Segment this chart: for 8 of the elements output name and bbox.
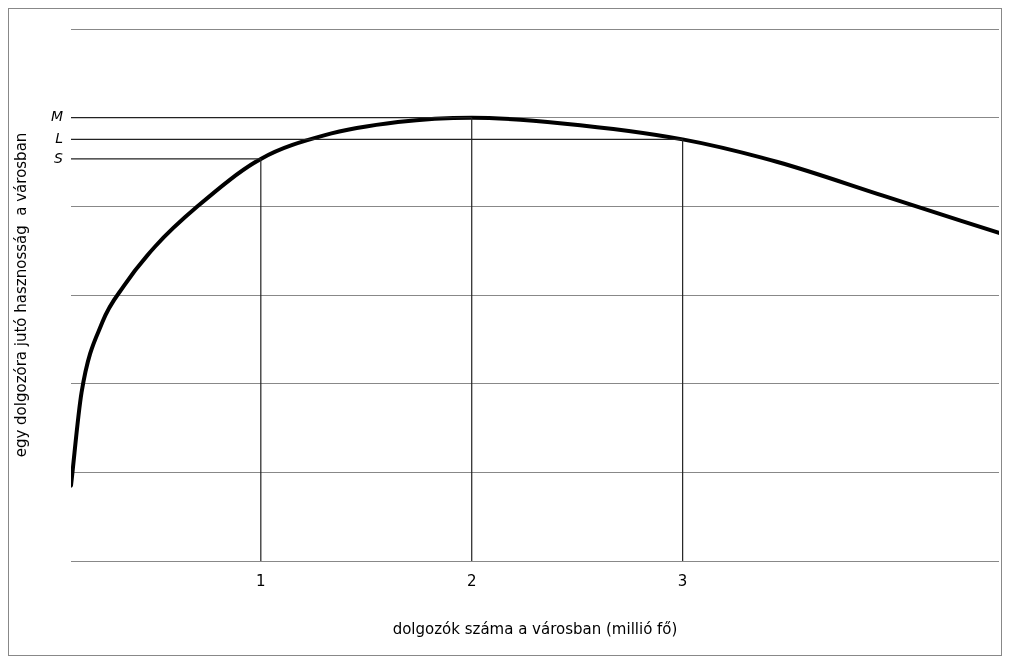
x-tick-label: 3 — [677, 571, 688, 590]
y-axis-title: egy dolgozóra jutó hasznosság a városban — [11, 132, 30, 458]
ref-line-label: L — [55, 130, 63, 147]
ref-line-label: M — [50, 108, 63, 125]
ref-line-label: S — [54, 149, 64, 166]
x-axis-title: dolgozók száma a városban (millió fő) — [392, 619, 678, 638]
x-tick-label: 2 — [466, 571, 477, 590]
x-tick-label: 1 — [256, 571, 266, 590]
